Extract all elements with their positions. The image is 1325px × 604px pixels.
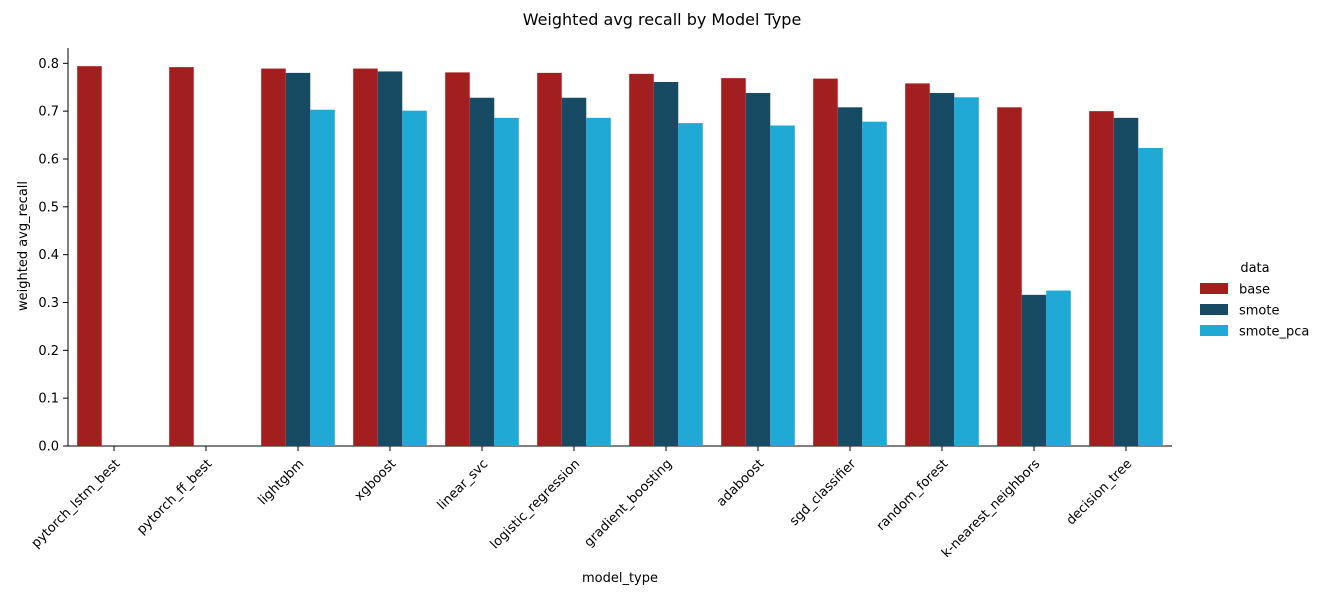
x-tick-label: linear_svc [435,457,491,513]
bar-smote_pca-decision_tree [1138,147,1163,446]
bar-base-pytorch_lstm_best [77,66,102,446]
legend: data base smote smote_pca [1200,261,1309,340]
bar-smote_pca-sgd_classifier [862,121,887,446]
bar-smote_pca-logistic_regression [586,117,611,447]
bar-base-linear_svc [445,72,470,446]
x-axis: pytorch_lstm_best pytorch_ff_best lightgbm… [29,445,1172,561]
x-tick-label: k-nearest_neighbors [939,456,1043,560]
y-tick-label: 0.4 [38,248,59,263]
legend-swatch-base [1200,283,1228,294]
legend-label-smote: smote [1239,304,1280,319]
bar-smote-sgd_classifier [837,107,863,446]
x-axis-label: model_type [582,571,658,586]
bars [77,66,1163,447]
chart-title: Weighted avg recall by Model Type [523,10,802,29]
bar-base-logistic_regression [537,72,562,446]
legend-label-base: base [1239,283,1270,298]
bar-smote-xgboost [377,71,403,446]
y-tick-label: 0.3 [38,296,59,311]
x-tick-label: pytorch_ff_best [134,457,215,538]
y-tick-label: 0.6 [38,152,59,167]
bar-base-adaboost [721,78,746,446]
x-tick-label: gradient_boosting [582,457,676,551]
bar-smote-gradient_boosting [653,81,679,447]
bar-base-xgboost [353,68,378,447]
legend-swatch-smote_pca [1200,325,1228,336]
legend-label-smote_pca: smote_pca [1239,325,1309,340]
x-tick-label: random_forest [874,457,951,534]
x-tick-label: logistic_regression [488,457,584,553]
bar-base-pytorch_ff_best [169,67,194,446]
bar-base-k-nearest_neighbors [997,107,1022,446]
y-tick-label: 0.8 [38,57,59,72]
bar-smote-lightgbm [285,72,311,446]
y-tick-label: 0.5 [38,200,59,215]
bar-smote_pca-xgboost [402,110,427,446]
bar-smote-k-nearest_neighbors [1021,294,1047,446]
bar-smote_pca-k-nearest_neighbors [1046,290,1071,446]
x-tick-label: sgd_classifier [787,456,860,529]
bar-smote-adaboost [745,92,771,447]
bar-smote_pca-gradient_boosting [678,123,703,446]
bar-smote_pca-random_forest [954,97,979,446]
bar-base-lightgbm [261,68,286,447]
bar-smote-random_forest [929,92,955,447]
bar-smote_pca-lightgbm [310,109,335,446]
x-tick-label: lightgbm [256,457,308,509]
x-tick-label: decision_tree [1064,457,1136,529]
x-tick-label: adaboost [714,457,767,510]
y-tick-label: 0.2 [38,344,59,359]
bar-base-random_forest [905,83,930,446]
bar-smote-logistic_regression [561,97,587,446]
y-tick-label: 0.1 [38,392,59,407]
bar-base-decision_tree [1089,111,1114,447]
legend-title: data [1240,261,1269,276]
bar-smote-linear_svc [469,97,495,446]
bar-base-gradient_boosting [629,73,654,447]
bar-base-sgd_classifier [813,78,838,446]
bar-smote_pca-linear_svc [494,117,519,447]
x-tick-label: pytorch_lstm_best [29,457,124,552]
legend-swatch-smote [1200,304,1228,315]
y-axis-label: weighted avg_recall [16,181,31,311]
y-tick-label: 0.7 [38,105,59,120]
y-axis: 0.0 0.1 0.2 0.3 0.4 0.5 0.6 0.7 0.8 [38,48,69,455]
y-tick-label: 0.0 [38,440,59,455]
bar-smote-decision_tree [1113,117,1139,447]
x-tick-label: xgboost [352,457,399,504]
bar-smote_pca-adaboost [770,125,795,447]
